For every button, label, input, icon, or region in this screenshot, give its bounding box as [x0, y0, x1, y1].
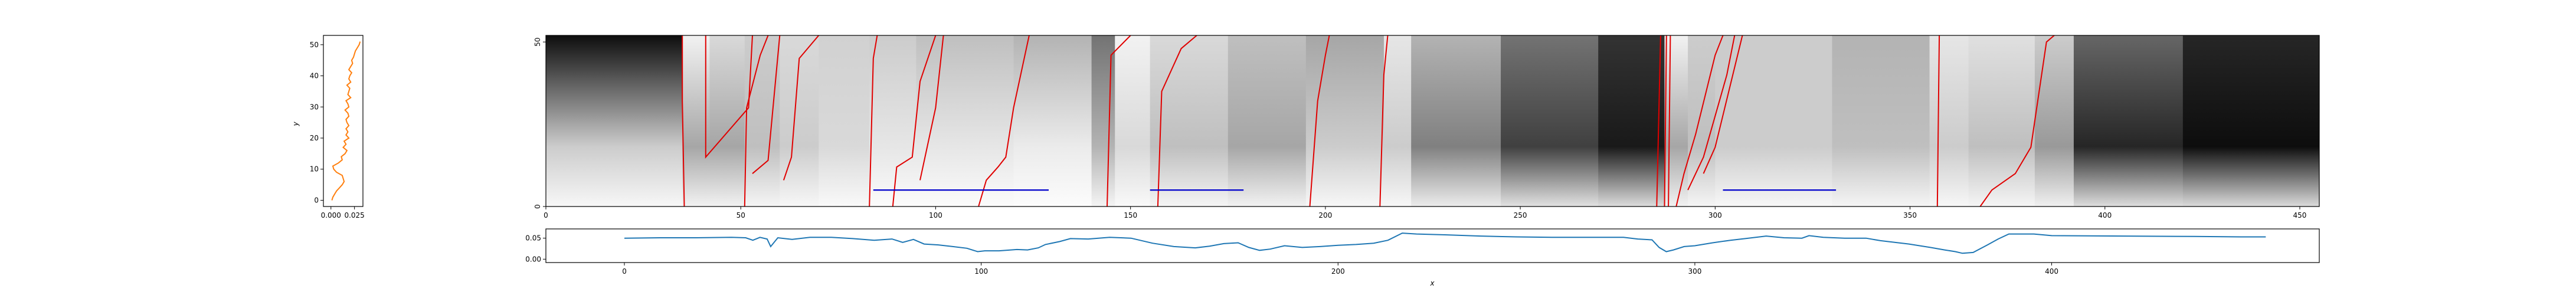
- profile-plot: 0 100 200 300 400 0.00 0.05 x: [525, 228, 2320, 287]
- heatmap-x-tick-label: 300: [1708, 211, 1722, 219]
- heatmap-x-tick-label: 250: [1514, 211, 1527, 219]
- heatmap-segment: [2034, 35, 2074, 206]
- marginal-y-tick-label: 50: [310, 41, 319, 49]
- profile-x-tick-label: 0: [622, 267, 627, 276]
- heatmap-x-ticks: 0 50 100 150 200 250 300 350 400 450: [544, 206, 2306, 219]
- heatmap-segment: [1929, 35, 1969, 206]
- profile-x-tick-label: 200: [1331, 267, 1345, 276]
- red-trajectory: [744, 35, 769, 206]
- profile-x-tick-label: 300: [1688, 267, 1701, 276]
- heatmap-segment: [1832, 35, 1930, 206]
- red-trajectory: [1703, 35, 1743, 174]
- heatmap-segment: [1013, 35, 1092, 206]
- red-trajectory: [752, 35, 781, 174]
- red-trajectory: [1687, 35, 1736, 191]
- heatmap-plot: 0 50 100 150 200 250 300 350 400 450 0 50: [533, 35, 2320, 219]
- heatmap-x-tick-label: 350: [1903, 211, 1917, 219]
- heatmap-segment: [1383, 35, 1412, 206]
- red-trajectory: [1664, 35, 1667, 206]
- profile-series: [624, 232, 2266, 254]
- red-trajectory: [892, 35, 937, 206]
- profile-x-tick-label: 400: [2045, 267, 2058, 276]
- red-trajectory: [682, 35, 685, 206]
- heatmap-segment: [780, 35, 819, 206]
- heatmap-segment: [744, 35, 780, 206]
- heatmap-x-tick-label: 450: [2293, 211, 2307, 219]
- marginal-y-axis-label: y: [292, 122, 300, 127]
- profile-y-tick-label: 0.00: [525, 255, 541, 263]
- marginal-y-tick-label: 0: [314, 196, 319, 204]
- red-trajectory: [978, 35, 1030, 206]
- marginal-x-ticks: 0.000 0.025: [321, 206, 365, 219]
- heatmap-segment: [1715, 35, 1833, 206]
- profile-y-ticks: 0.00 0.05: [525, 234, 546, 263]
- heatmap-x-tick-label: 100: [929, 211, 942, 219]
- marginal-y-tick-label: 10: [310, 165, 319, 173]
- heatmap-segment: [1305, 35, 1384, 206]
- heatmap-segment: [709, 35, 745, 206]
- profile-plot-frame: [545, 228, 2320, 263]
- red-trajectory: [869, 35, 878, 206]
- heatmap-y-tick-label: 0: [533, 204, 542, 209]
- marginal-y-tick-label: 20: [310, 134, 319, 142]
- heatmap-frame: [545, 35, 2320, 207]
- heatmap-x-tick-label: 150: [1124, 211, 1137, 219]
- profile-y-tick-label: 0.05: [525, 234, 541, 242]
- heatmap-y-ticks: 0 50: [533, 38, 546, 209]
- red-trajectory: [1668, 35, 1671, 206]
- marginal-x-tick-label: 0.025: [344, 211, 364, 219]
- heatmap-segment: [1115, 35, 1151, 206]
- heatmap-x-tick-label: 200: [1318, 211, 1332, 219]
- heatmap-segment: [1501, 35, 1599, 206]
- marginal-y-ticks: 0 10 20 30 40 50: [310, 41, 323, 204]
- heatmap-segment: [1228, 35, 1307, 206]
- heatmap-x-tick-label: 400: [2098, 211, 2112, 219]
- marginal-series: [331, 41, 361, 201]
- heatmap-segment: [1598, 35, 1665, 206]
- red-trajectories: [682, 35, 2055, 206]
- profile-x-axis-label: x: [1429, 279, 1435, 287]
- red-trajectory: [1309, 35, 1330, 206]
- red-trajectory: [783, 35, 820, 181]
- marginal-y-tick-label: 40: [310, 72, 319, 80]
- red-trajectory: [1107, 35, 1131, 206]
- marginal-x-tick-label: 0.000: [321, 211, 341, 219]
- heatmap-segment: [916, 35, 1014, 206]
- marginal-line: [331, 41, 361, 201]
- heatmap-image: [546, 35, 2319, 206]
- red-trajectory: [1675, 35, 1724, 206]
- heatmap-segment: [546, 35, 683, 206]
- heatmap-x-tick-label: 0: [544, 211, 548, 219]
- red-trajectory: [1157, 35, 1197, 206]
- heatmap-segment: [2182, 35, 2319, 206]
- profile-x-tick-label: 100: [974, 267, 988, 276]
- red-trajectory: [1656, 35, 1661, 206]
- heatmap-x-tick-label: 50: [737, 211, 745, 219]
- marginal-plot: y 0 10 20 30 40 50 0.000 0.025: [292, 35, 365, 219]
- heatmap-segment: [1411, 35, 1501, 206]
- heatmap-segment: [1091, 35, 1115, 206]
- red-trajectory: [705, 35, 753, 159]
- heatmap-segment: [1688, 35, 1716, 206]
- red-trajectory: [1936, 35, 1940, 206]
- marginal-y-tick-label: 30: [310, 103, 319, 111]
- profile-line: [624, 232, 2266, 254]
- heatmap-segment: [1150, 35, 1229, 206]
- heatmap-segment: [2073, 35, 2184, 206]
- marginal-plot-frame: [323, 35, 364, 207]
- red-trajectory: [1979, 35, 2055, 206]
- heatmap-segment: [869, 35, 917, 206]
- profile-x-ticks: 0 100 200 300 400: [622, 263, 2058, 276]
- heatmap-segment: [1664, 35, 1688, 206]
- heatmap-y-tick-label: 50: [533, 38, 542, 47]
- red-trajectory: [1379, 35, 1389, 206]
- heatmap-segment: [1968, 35, 2035, 206]
- marginal-y-axis-label-text: y: [292, 122, 300, 127]
- heatmap-segment: [819, 35, 870, 206]
- red-trajectory: [919, 35, 944, 181]
